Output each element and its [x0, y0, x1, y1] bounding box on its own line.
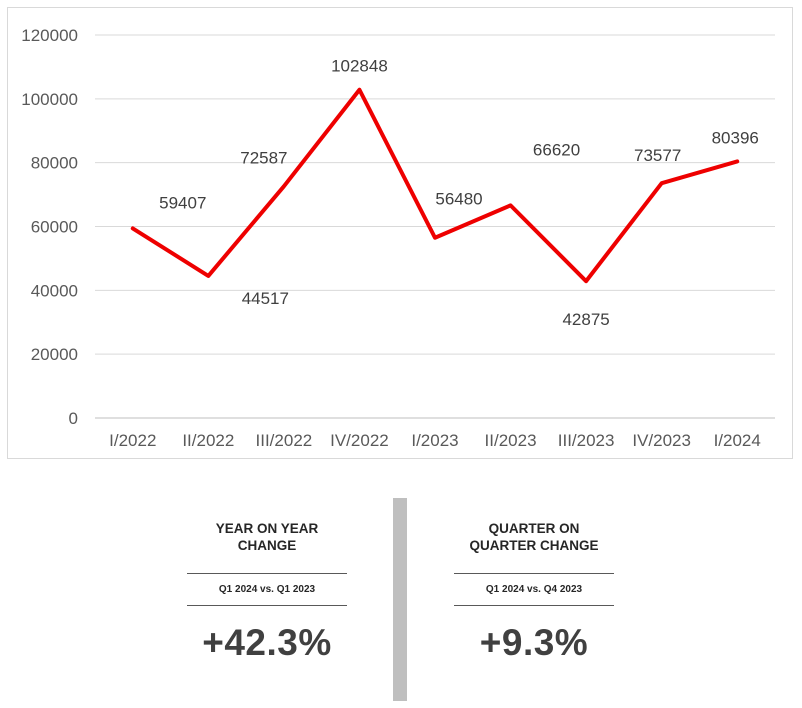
qoq-rule-top — [454, 573, 614, 574]
x-tick-label: I/2023 — [411, 431, 458, 450]
x-tick-label: II/2023 — [485, 431, 537, 450]
x-tick-label: I/2024 — [714, 431, 761, 450]
data-label: 72587 — [240, 148, 287, 167]
y-tick-label: 20000 — [31, 345, 78, 364]
x-tick-label: III/2023 — [558, 431, 615, 450]
data-label: 102848 — [331, 57, 388, 76]
x-tick-label: III/2022 — [256, 431, 313, 450]
y-tick-label: 0 — [69, 409, 78, 428]
qoq-rule-bottom — [454, 605, 614, 606]
qoq-comparison: Q1 2024 vs. Q4 2023 — [485, 584, 583, 595]
yoy-rule-bottom — [187, 605, 347, 606]
panel-divider — [393, 498, 407, 701]
y-tick-label: 100000 — [21, 90, 78, 109]
data-label: 42875 — [562, 310, 609, 329]
x-tick-label: IV/2022 — [330, 431, 389, 450]
y-tick-label: 40000 — [31, 281, 78, 300]
data-label: 66620 — [533, 140, 580, 159]
x-tick-label: II/2022 — [182, 431, 234, 450]
y-tick-label: 80000 — [31, 154, 78, 173]
chart-frame: 0 20000 40000 60000 80000 100000 120000 I/2022 I… — [7, 7, 793, 459]
series-line — [130, 87, 740, 284]
data-label: 56480 — [435, 190, 482, 209]
yoy-stat-panel: YEAR ON YEAR CHANGE Q1 2024 vs. Q1 2023 … — [187, 520, 347, 664]
qoq-stat-panel: QUARTER ON QUARTER CHANGE Q1 2024 vs. Q4… — [454, 520, 614, 664]
data-label: 73577 — [634, 146, 681, 165]
qoq-title: QUARTER ON QUARTER CHANGE — [469, 521, 599, 553]
y-tick-label: 120000 — [21, 26, 78, 45]
data-label: 80396 — [712, 128, 759, 147]
data-label: 59407 — [159, 193, 206, 212]
data-label: 44517 — [242, 289, 289, 308]
qoq-value: +9.3% — [479, 622, 589, 663]
line-chart: 0 20000 40000 60000 80000 100000 120000 I/2022 I… — [21, 26, 775, 450]
yoy-title: YEAR ON YEAR CHANGE — [215, 521, 319, 553]
y-tick-label: 60000 — [31, 218, 78, 237]
yoy-rule-top — [187, 573, 347, 574]
x-tick-label: IV/2023 — [632, 431, 691, 450]
yoy-value: +42.3% — [202, 622, 332, 663]
yoy-comparison: Q1 2024 vs. Q1 2023 — [218, 584, 316, 595]
x-tick-label: I/2022 — [109, 431, 156, 450]
